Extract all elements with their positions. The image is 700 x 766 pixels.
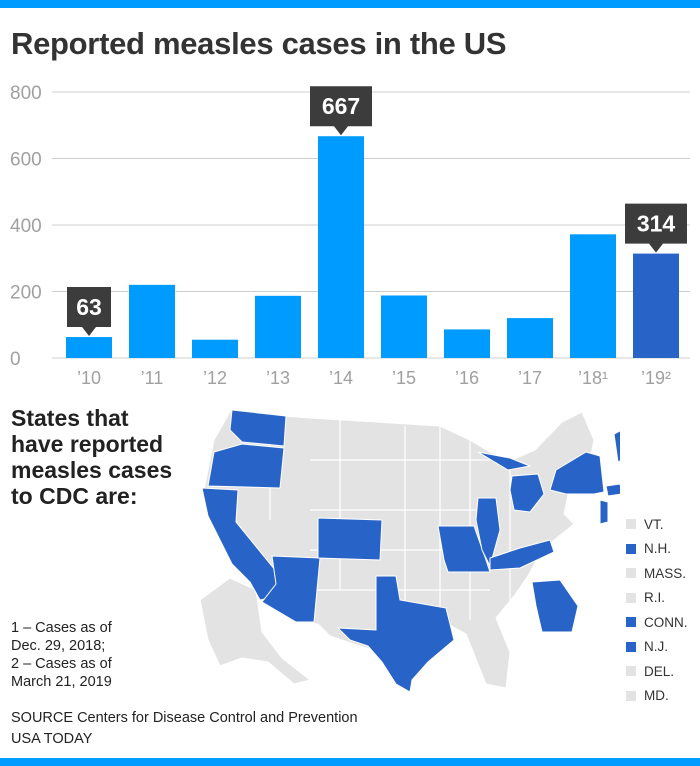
y-tick-label: 600 <box>10 150 42 171</box>
legend-swatch <box>626 690 636 701</box>
states-heading-line: States that <box>11 405 129 431</box>
data-callout-box <box>67 287 111 337</box>
legend-swatch <box>626 592 636 603</box>
x-tick-label: ’12 <box>203 368 227 388</box>
legend-label: DEL. <box>644 663 675 679</box>
bottom-accent-rule <box>0 758 700 766</box>
x-tick-label: ’17 <box>518 368 542 388</box>
bar <box>66 337 112 358</box>
bar <box>192 339 238 358</box>
data-callout-box <box>625 203 687 253</box>
states-heading: States that have reported measles cases … <box>11 405 172 509</box>
x-tick-label: ’13 <box>266 368 290 388</box>
map-state-oregon <box>207 443 285 489</box>
y-tick-label: 800 <box>10 83 42 104</box>
bar <box>318 136 364 358</box>
bar <box>444 329 490 358</box>
bar <box>381 295 427 358</box>
source-line: SOURCE Centers for Disease Control and P… <box>11 710 358 726</box>
states-heading-line: measles cases <box>11 457 173 483</box>
legend-label: CONN. <box>644 614 688 630</box>
x-tick-label: ’10 <box>77 368 101 388</box>
bar <box>255 295 301 358</box>
x-tick-label: ’19² <box>641 368 671 388</box>
source-credit: SOURCE Centers for Disease Control and P… <box>11 708 358 750</box>
legend-item: VT. <box>626 512 688 537</box>
x-tick-label: ’18¹ <box>578 368 608 388</box>
y-tick-label: 0 <box>10 349 21 370</box>
map-state-michigan <box>477 451 545 513</box>
footnote-line: 1 – Cases as of <box>11 620 112 636</box>
legend-label: R.I. <box>644 590 666 606</box>
legend-label: N.H. <box>644 541 671 557</box>
states-heading-line: to CDC are: <box>11 483 138 509</box>
data-label: 314 <box>637 211 676 237</box>
map-state-connecticut <box>605 483 620 497</box>
legend-item: CONN. <box>626 610 688 635</box>
legend-item: DEL. <box>626 659 688 684</box>
footnotes: 1 – Cases as of Dec. 29, 2018; 2 – Cases… <box>11 619 112 691</box>
data-label: 667 <box>322 93 360 119</box>
map-state-washington <box>229 409 287 447</box>
legend-item: N.H. <box>626 537 688 562</box>
publisher-line: USA TODAY <box>11 731 93 747</box>
map-state-texas <box>336 575 455 693</box>
bar <box>570 234 616 358</box>
legend-item: R.I. <box>626 586 688 611</box>
map-state-missouri <box>437 525 491 573</box>
map-state-new-york <box>549 451 605 495</box>
map-state-georgia <box>531 579 579 633</box>
legend-swatch <box>626 617 636 628</box>
x-tick-label: ’11 <box>141 368 164 388</box>
bar <box>129 284 175 358</box>
legend-label: MASS. <box>644 565 687 581</box>
legend-label: VT. <box>644 516 664 532</box>
legend-item: MASS. <box>626 561 688 586</box>
map-state-california <box>201 487 281 601</box>
legend-label: MD. <box>644 688 669 704</box>
legend-swatch <box>626 543 636 554</box>
data-label: 63 <box>76 294 102 320</box>
footnote-line: 2 – Cases as of <box>11 656 112 672</box>
data-callout-box <box>310 86 372 136</box>
map-state-alaska <box>199 577 312 685</box>
legend-item: N.J. <box>626 635 688 660</box>
chart-title: Reported measles cases in the US <box>11 26 507 61</box>
bar-chart: 0 200 400 600 800 ’10 ’11 ’12 ’13 ’14 ’15 ’16 ’17 ’18… <box>10 83 690 388</box>
bar <box>633 253 679 358</box>
bar <box>507 318 553 358</box>
legend-swatch <box>626 568 636 579</box>
x-tick-label: ’16 <box>455 368 479 388</box>
map-state-new-jersey <box>599 499 609 525</box>
legend-swatch <box>626 519 636 530</box>
top-accent-rule <box>0 0 700 8</box>
footnote-line: Dec. 29, 2018; <box>11 638 106 654</box>
state-legend: VT. N.H. MASS. R.I. CONN. N.J. DEL. MD. <box>626 512 688 708</box>
map-state-kentucky <box>489 539 555 571</box>
x-tick-label: ’14 <box>329 368 353 388</box>
map-state-colorado <box>317 517 383 561</box>
us-map <box>199 409 620 693</box>
legend-swatch <box>626 666 636 677</box>
y-tick-label: 400 <box>10 216 42 237</box>
y-tick-label: 200 <box>10 283 42 304</box>
legend-label: N.J. <box>644 639 669 655</box>
footnote-line: March 21, 2019 <box>11 674 112 690</box>
x-tick-label: ’15 <box>392 368 416 388</box>
states-heading-line: have reported <box>11 431 164 457</box>
legend-swatch <box>626 641 636 652</box>
legend-item: MD. <box>626 684 688 709</box>
map-state-new-hampshire <box>613 430 620 463</box>
